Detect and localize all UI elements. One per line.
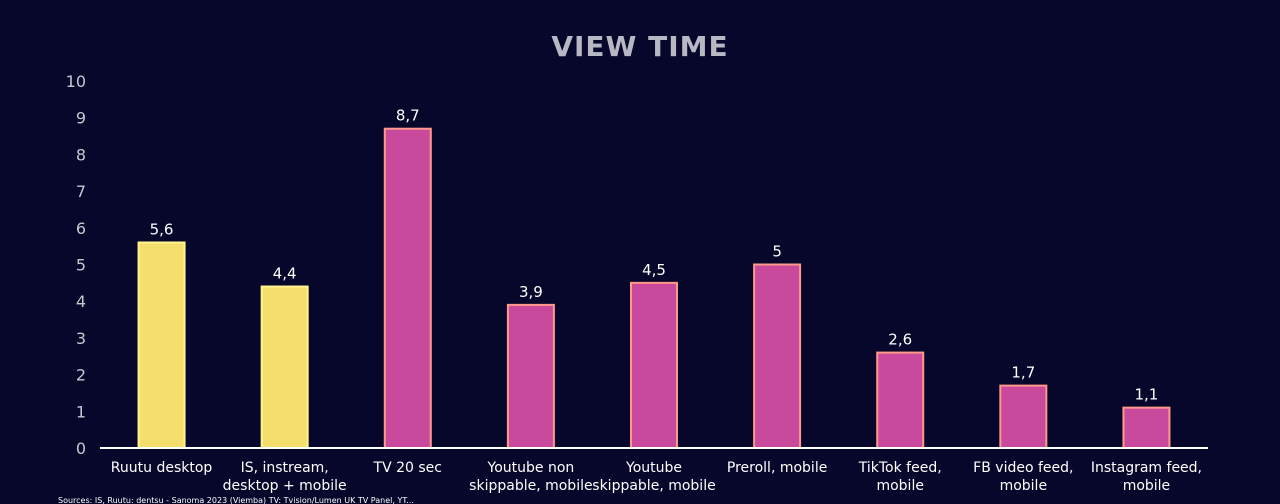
category-label: Ruutu desktop bbox=[111, 460, 213, 476]
bar bbox=[1122, 406, 1171, 450]
data-label: 3,9 bbox=[519, 283, 543, 301]
bar bbox=[630, 281, 678, 449]
y-tick-label: 10 bbox=[66, 72, 86, 91]
data-label: 5 bbox=[772, 243, 782, 261]
y-axis-ticks: 0 1 2 3 4 5 6 7 8 9 10 bbox=[66, 72, 86, 458]
category-label: IS, instream, desktop + mobile bbox=[223, 460, 347, 494]
bar bbox=[383, 127, 432, 450]
y-tick-label: 8 bbox=[76, 145, 86, 164]
data-label: 8,7 bbox=[396, 107, 420, 125]
y-tick-label: 4 bbox=[76, 292, 86, 311]
bar bbox=[999, 384, 1048, 449]
y-tick-label: 2 bbox=[76, 366, 86, 385]
data-label: 5,6 bbox=[150, 220, 174, 238]
y-tick-label: 9 bbox=[76, 109, 86, 128]
category-label: TikTok feed, mobile bbox=[858, 460, 942, 494]
data-label: 2,6 bbox=[888, 331, 912, 349]
y-tick-label: 7 bbox=[76, 182, 86, 201]
data-label: 4,4 bbox=[273, 265, 297, 283]
bar bbox=[137, 241, 186, 449]
data-label: 1,7 bbox=[1011, 364, 1035, 382]
category-label: Instagram feed, mobile bbox=[1091, 460, 1202, 494]
bar bbox=[753, 263, 802, 449]
y-tick-label: 0 bbox=[76, 439, 86, 458]
category-label: Youtube skippable, mobile bbox=[592, 460, 715, 494]
y-tick-label: 5 bbox=[76, 256, 86, 275]
bar bbox=[876, 351, 925, 449]
chart-title: VIEW TIME bbox=[551, 30, 728, 63]
category-label: FB video feed, mobile bbox=[973, 460, 1073, 494]
y-tick-label: 6 bbox=[76, 219, 86, 238]
category-label: Preroll, mobile bbox=[727, 460, 827, 476]
category-labels: Ruutu desktop IS, instream, desktop + mobi… bbox=[111, 460, 1202, 494]
y-tick-label: 3 bbox=[76, 329, 86, 348]
category-label: Youtube non skippable, mobile bbox=[469, 460, 592, 494]
data-label: 4,5 bbox=[642, 261, 666, 279]
source-note: Sources: IS, Ruutu: dentsu - Sanoma 2023… bbox=[58, 496, 414, 504]
y-tick-label: 1 bbox=[76, 402, 86, 421]
data-labels: 5,6 4,4 8,7 3,9 4,5 5 2,6 1,7 1,1 bbox=[150, 107, 1159, 404]
bar bbox=[506, 303, 555, 449]
bars bbox=[137, 127, 1171, 450]
bar bbox=[260, 285, 309, 449]
data-label: 1,1 bbox=[1135, 386, 1159, 404]
category-label: TV 20 sec bbox=[373, 460, 442, 476]
